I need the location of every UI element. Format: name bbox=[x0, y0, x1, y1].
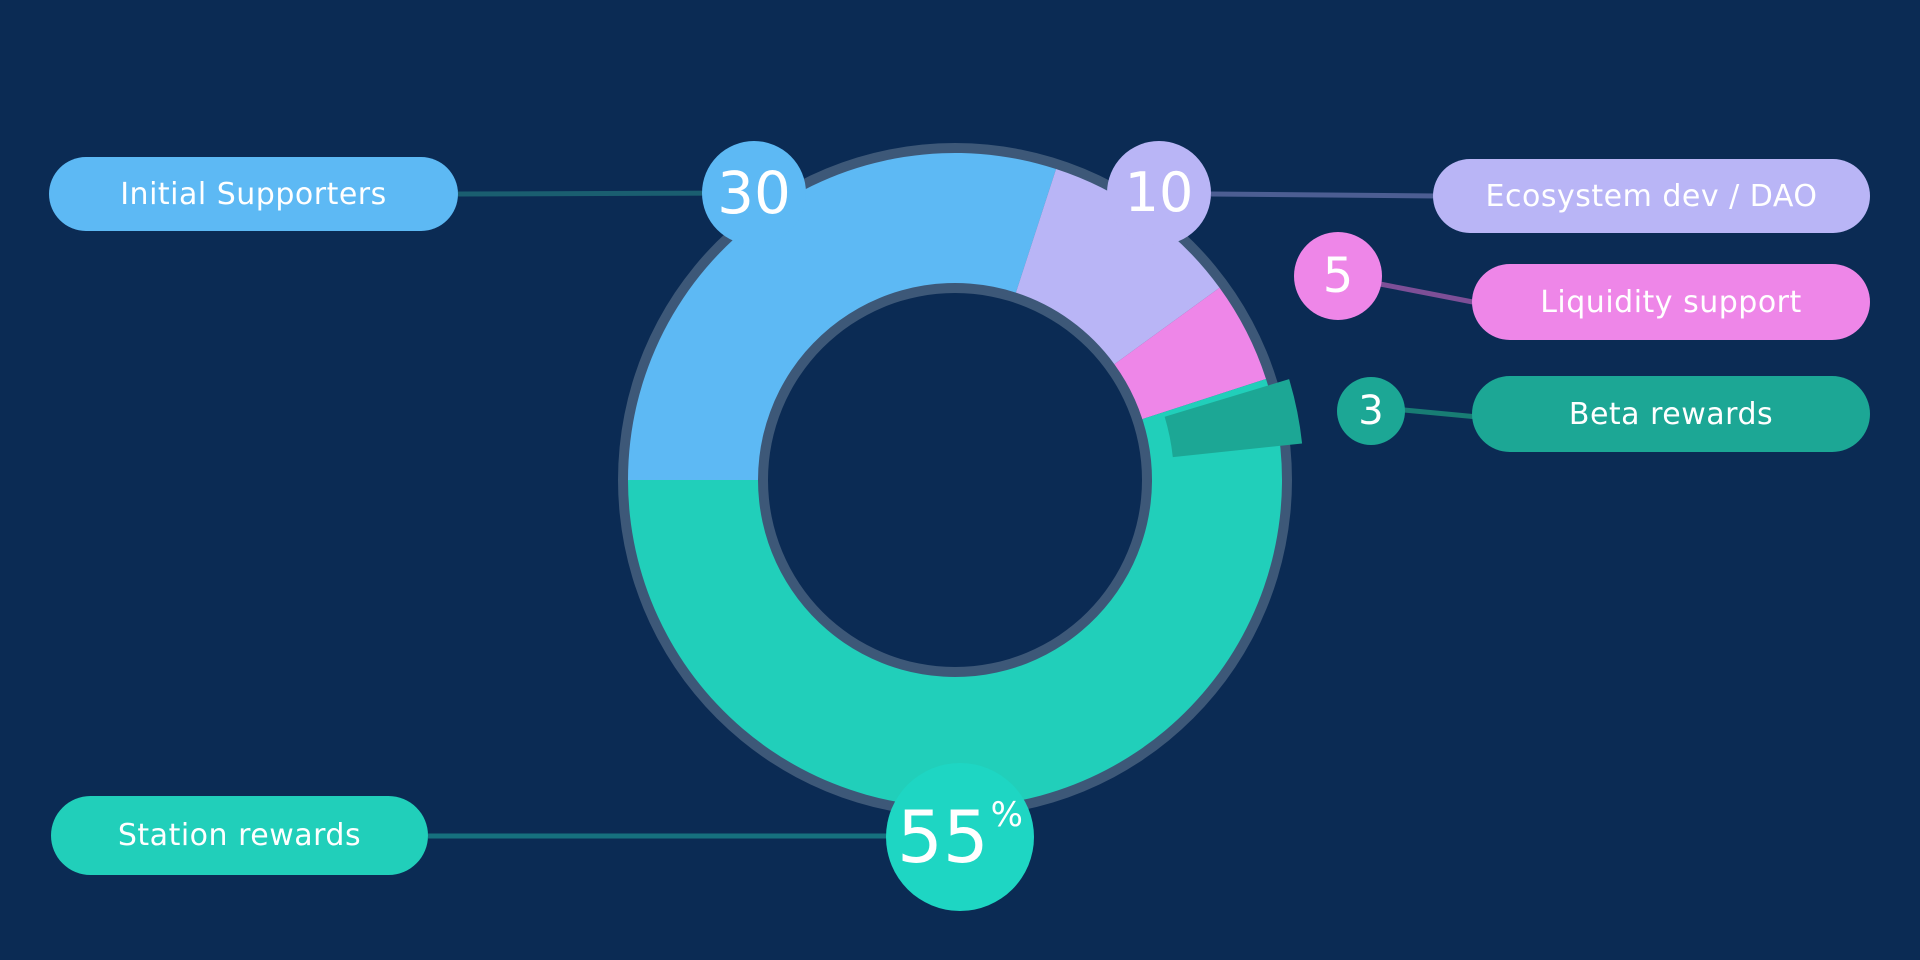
leader-line-beta-rewards bbox=[1403, 407, 1479, 420]
segment-ecosystem-dev-dao bbox=[1015, 169, 1220, 365]
legend-pill-liquidity-support: Liquidity support bbox=[1472, 264, 1870, 340]
legend-label: Liquidity support bbox=[1540, 284, 1802, 320]
percent-sign: % bbox=[990, 795, 1023, 835]
value-badge-ecosystem-dev-dao: 10 bbox=[1107, 141, 1211, 245]
value-badge-station-rewards: 55 % bbox=[886, 763, 1034, 911]
segment-station-rewards bbox=[628, 378, 1282, 807]
legend-label: Beta rewards bbox=[1568, 396, 1774, 432]
value-text: 55 bbox=[897, 795, 989, 879]
legend-label: Initial Supporters bbox=[120, 176, 387, 212]
legend-pill-station-rewards: Station rewards bbox=[51, 796, 428, 875]
legend-label: Ecosystem dev / DAO bbox=[1485, 178, 1818, 214]
segment-liquidity-support bbox=[1114, 287, 1266, 420]
legend-pill-initial-supporters: Initial Supporters bbox=[49, 157, 458, 231]
segment-exploded-beta-rewards bbox=[1164, 379, 1303, 458]
value-text: 5 bbox=[1322, 248, 1354, 304]
value-text: 10 bbox=[1124, 161, 1194, 224]
leader-line-liquidity-support bbox=[1379, 281, 1479, 306]
leader-line-ecosystem-dev-dao bbox=[1210, 191, 1438, 199]
value-badge-liquidity-support: 5 bbox=[1294, 232, 1382, 320]
value-text: 3 bbox=[1358, 388, 1384, 434]
value-badge-initial-supporters: 30 bbox=[702, 141, 806, 245]
value-badge-beta-rewards: 3 bbox=[1337, 377, 1405, 445]
legend-label: Station rewards bbox=[117, 818, 362, 853]
legend-pill-ecosystem-dev-dao: Ecosystem dev / DAO bbox=[1433, 159, 1870, 233]
value-text: 30 bbox=[717, 159, 791, 227]
segment-initial-supporters bbox=[628, 152, 1057, 480]
legend-pill-beta-rewards: Beta rewards bbox=[1472, 376, 1870, 452]
